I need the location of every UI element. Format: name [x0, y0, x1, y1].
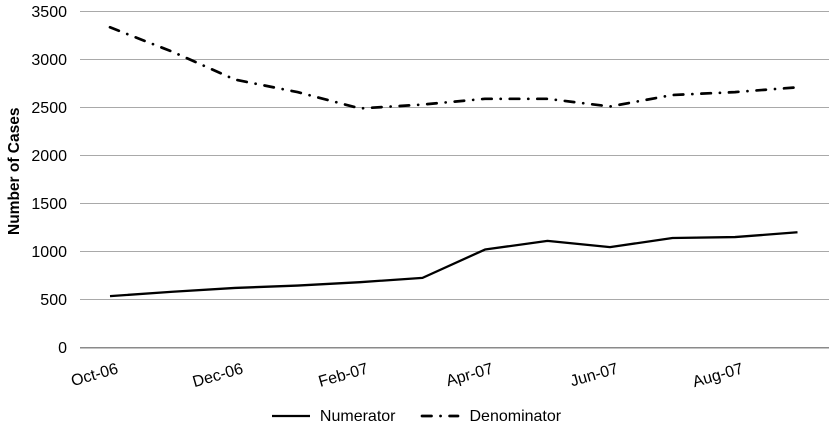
- x-tick-label: Oct-06: [69, 360, 120, 390]
- y-tick-label: 3000: [31, 52, 67, 69]
- legend: Numerator Denominator: [0, 406, 832, 426]
- legend-item-denominator: Denominator: [420, 407, 561, 426]
- y-tick-label: 3500: [31, 4, 67, 21]
- y-tick-label: 2500: [31, 100, 67, 117]
- y-axis-tick-labels: 3500 3000 2500 2000 1500 1000 500 0: [31, 4, 67, 357]
- denominator-line: [108, 25, 799, 110]
- x-tick-label: Feb-07: [317, 360, 371, 390]
- series-lines: [108, 25, 799, 298]
- legend-item-numerator: Numerator: [271, 407, 396, 426]
- y-tick-label: 1000: [31, 244, 67, 261]
- y-tick-label: 500: [40, 292, 67, 309]
- x-tick-label: Apr-07: [444, 360, 495, 390]
- y-tick-label: 0: [58, 340, 67, 357]
- x-tick-label: Dec-06: [191, 360, 245, 391]
- legend-label-denominator: Denominator: [469, 407, 562, 425]
- y-tick-label: 1500: [31, 196, 67, 213]
- x-tick-label: Jun-07: [568, 360, 620, 390]
- x-axis-tick-labels: Oct-06 Dec-06 Feb-07 Apr-07 Jun-07 Aug-07: [69, 360, 745, 391]
- numerator-line-sample-icon: [271, 414, 310, 418]
- gridlines: [80, 11, 829, 349]
- y-axis-title: Number of Cases: [6, 108, 23, 235]
- x-tick-label: Aug-07: [691, 360, 745, 391]
- denominator-line-sample-icon: [421, 414, 460, 418]
- legend-label-numerator: Numerator: [319, 407, 396, 425]
- numerator-line: [109, 231, 798, 298]
- y-tick-label: 2000: [31, 148, 67, 165]
